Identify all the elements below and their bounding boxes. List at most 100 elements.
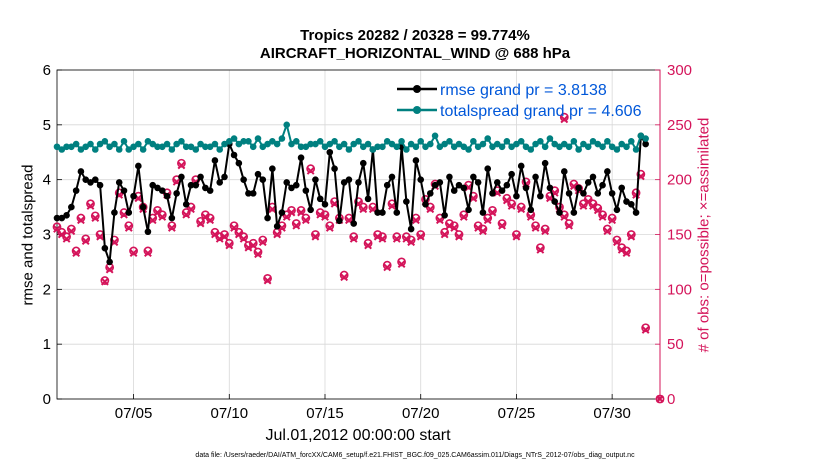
obs-assimilated-marker <box>254 250 262 259</box>
totalspread-point <box>292 137 300 145</box>
obs-assimilated-marker <box>225 241 234 250</box>
rmse-point <box>393 209 401 216</box>
totalspread-point <box>192 146 200 153</box>
data-file-footer: data file: /Users/raeder/DAI/ATM_forcXX/… <box>195 452 635 459</box>
obs-assimilated-marker <box>129 249 138 258</box>
totalspread-point <box>364 140 372 148</box>
legend-entry-label: rmse grand pr = 3.8138 <box>440 82 607 99</box>
totalspread-point <box>331 137 338 145</box>
obs-assimilated-marker <box>479 227 487 236</box>
x-tick-label: 07/30 <box>593 405 631 422</box>
obs-assimilated-marker <box>77 216 85 225</box>
obs-assimilated-marker <box>244 243 253 252</box>
obs-assimilated-marker <box>383 263 392 272</box>
rmse-point <box>235 159 243 167</box>
totalspread-point <box>398 137 405 145</box>
totalspread-point <box>517 137 525 145</box>
right-tick-label: 150 <box>667 227 692 244</box>
totalspread-point <box>91 146 99 153</box>
rmse-point <box>508 170 515 178</box>
obs-assimilated-marker <box>301 216 310 225</box>
totalspread-point <box>431 132 439 140</box>
rmse-point <box>379 209 386 216</box>
obs-assimilated-marker <box>603 227 612 236</box>
rmse-point <box>527 206 535 214</box>
rmse-point <box>551 198 559 205</box>
totalspread-point <box>230 135 238 142</box>
obs-assimilated-marker <box>340 273 349 282</box>
rmse-point <box>240 176 247 183</box>
obs-assimilated-marker <box>593 206 602 215</box>
obs-assimilated-marker <box>541 227 550 236</box>
obs-assimilated-marker <box>91 214 100 222</box>
totalspread-point <box>216 146 224 153</box>
x-axis-label: Jul.01,2012 00:00:00 start <box>265 427 451 444</box>
obs-assimilated-marker <box>531 224 540 232</box>
obs-assimilated-marker <box>206 216 215 225</box>
rmse-point <box>546 184 554 192</box>
obs-assimilated-marker <box>187 205 195 214</box>
totalspread-point <box>642 135 649 142</box>
obs-assimilated-marker <box>517 205 526 214</box>
rmse-point <box>503 181 511 189</box>
rmse-point <box>283 179 291 186</box>
rmse-point <box>221 173 228 181</box>
obs-assimilated-marker <box>402 234 411 243</box>
rmse-point <box>72 187 80 194</box>
obs-assimilated-marker <box>148 216 157 225</box>
obs-assimilated-marker <box>297 208 305 217</box>
obs-assimilated-marker <box>622 249 631 258</box>
rmse-point <box>96 181 104 189</box>
totalspread-point <box>139 146 147 153</box>
rmse-point <box>560 168 568 175</box>
obs-assimilated-marker <box>455 232 463 241</box>
rmse-point <box>158 187 166 194</box>
totalspread-point <box>565 143 573 151</box>
rmse-point <box>197 173 204 181</box>
rmse-point <box>101 244 109 252</box>
rmse-point <box>532 173 539 181</box>
totalspread-point <box>249 143 257 151</box>
x-tick-label: 07/05 <box>115 405 153 422</box>
obs-assimilated-marker <box>144 249 152 258</box>
totalspread-point <box>537 137 544 145</box>
totalspread-point <box>283 121 291 129</box>
rmse-point <box>403 198 410 205</box>
rmse-point <box>144 228 152 236</box>
rmse-point <box>249 190 257 197</box>
totalspread-point <box>627 137 635 145</box>
left-tick-label: 0 <box>43 391 51 408</box>
totalspread-point <box>345 146 353 153</box>
rmse-point <box>426 190 434 197</box>
rmse-point <box>63 212 70 219</box>
rmse-point <box>613 206 621 214</box>
rmse-point <box>570 209 578 216</box>
rmse-point <box>446 173 453 181</box>
rmse-line <box>57 132 647 263</box>
rmse-point <box>575 184 582 192</box>
totalspread-point <box>599 143 606 151</box>
right-tick-label: 0 <box>667 391 675 408</box>
obs-assimilated-marker <box>105 265 114 274</box>
obs-possible-marker <box>655 394 665 404</box>
obs-assimilated-marker <box>321 213 329 221</box>
obs-assimilated-marker <box>656 395 664 403</box>
obs-assimilated-marker <box>608 216 617 225</box>
obs-assimilated-marker <box>450 224 459 232</box>
totalspread-point <box>632 146 640 153</box>
obs-assimilated-marker <box>392 234 401 243</box>
totalspread-point <box>178 137 185 145</box>
totalspread-point <box>87 140 94 148</box>
totalspread-point <box>498 143 506 151</box>
left-tick-label: 6 <box>43 62 51 79</box>
obs-assimilated-marker <box>560 213 569 221</box>
rmse-point <box>417 176 425 183</box>
legend-marker <box>413 106 421 114</box>
obs-assimilated-marker <box>86 202 95 210</box>
rmse-point <box>120 187 128 194</box>
rmse-point <box>297 154 305 162</box>
obs-assimilated-marker <box>416 232 425 241</box>
rmse-point <box>493 179 501 186</box>
